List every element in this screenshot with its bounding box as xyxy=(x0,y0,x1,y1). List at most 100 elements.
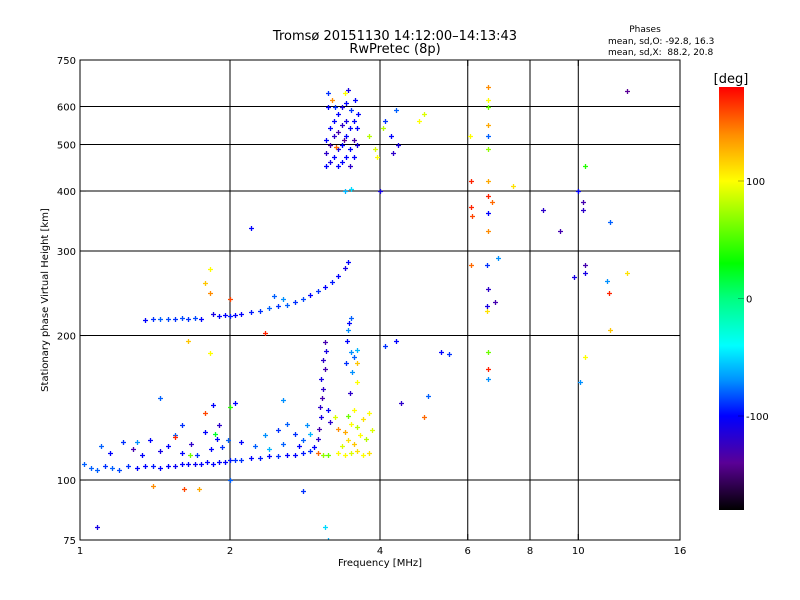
data-point xyxy=(197,487,202,492)
data-point xyxy=(394,339,399,344)
data-point xyxy=(305,423,310,428)
data-point xyxy=(293,453,298,458)
data-point xyxy=(541,208,546,213)
data-point xyxy=(389,134,394,139)
y-tick-label: 750 xyxy=(57,56,76,67)
data-point xyxy=(135,440,140,445)
data-point xyxy=(308,293,313,298)
data-point xyxy=(180,423,185,428)
data-point xyxy=(486,367,491,372)
data-point xyxy=(143,318,148,323)
data-point xyxy=(263,433,268,438)
data-point xyxy=(486,194,491,199)
data-point xyxy=(193,316,198,321)
data-point xyxy=(258,309,263,314)
data-point xyxy=(228,314,233,319)
data-point xyxy=(208,351,213,356)
data-point xyxy=(186,339,191,344)
data-point xyxy=(328,420,333,425)
data-point xyxy=(486,350,491,355)
data-point xyxy=(336,274,341,279)
data-point xyxy=(343,430,348,435)
data-point xyxy=(319,415,324,420)
data-point xyxy=(166,464,171,469)
data-point xyxy=(625,271,630,276)
data-point xyxy=(211,403,216,408)
data-point xyxy=(608,328,613,333)
data-point xyxy=(293,432,298,437)
data-point xyxy=(228,405,233,410)
data-point xyxy=(356,112,361,117)
data-point xyxy=(317,427,322,432)
data-point xyxy=(321,453,326,458)
data-point xyxy=(469,205,474,210)
data-point xyxy=(383,344,388,349)
x-tick-label: 1 xyxy=(77,546,83,557)
data-point xyxy=(158,396,163,401)
data-point xyxy=(358,433,363,438)
data-point xyxy=(323,367,328,372)
data-point xyxy=(319,377,324,382)
data-point xyxy=(344,134,349,139)
x-axis-label: Frequency [MHz] xyxy=(338,558,422,569)
data-point xyxy=(135,466,140,471)
data-point xyxy=(447,352,452,357)
data-point xyxy=(340,143,345,148)
data-point xyxy=(346,88,351,93)
data-point xyxy=(223,313,228,318)
data-point xyxy=(468,134,473,139)
data-point xyxy=(344,155,349,160)
data-point xyxy=(249,310,254,315)
data-point xyxy=(328,160,333,165)
data-point xyxy=(576,189,581,194)
data-point xyxy=(349,451,354,456)
data-point xyxy=(422,112,427,117)
data-point xyxy=(267,447,272,452)
data-point xyxy=(343,91,348,96)
data-point xyxy=(281,442,286,447)
data-point xyxy=(326,408,331,413)
data-point xyxy=(143,464,148,469)
data-point xyxy=(203,430,208,435)
data-point xyxy=(312,445,317,450)
data-point xyxy=(344,101,349,106)
data-point xyxy=(330,280,335,285)
data-point xyxy=(173,435,178,440)
data-point xyxy=(572,275,577,280)
y-axis-label: Stationary phase Virtual Height [km] xyxy=(40,208,51,392)
data-point xyxy=(361,453,366,458)
data-point xyxy=(348,126,353,131)
data-point xyxy=(166,317,171,322)
grid-lines xyxy=(80,60,680,540)
data-point xyxy=(469,179,474,184)
data-point xyxy=(301,489,306,494)
data-point xyxy=(347,321,352,326)
data-point xyxy=(344,361,349,366)
data-point xyxy=(426,394,431,399)
data-point xyxy=(490,200,495,205)
data-point xyxy=(186,317,191,322)
data-point xyxy=(378,189,383,194)
data-point xyxy=(320,396,325,401)
data-point xyxy=(220,445,225,450)
data-point xyxy=(208,291,213,296)
data-point xyxy=(486,287,491,292)
y-tick-label: 300 xyxy=(57,247,76,258)
colorbar-tick-label: -100 xyxy=(746,412,769,423)
data-point xyxy=(373,147,378,152)
data-point xyxy=(346,328,351,333)
data-point xyxy=(158,466,163,471)
data-point xyxy=(485,304,490,309)
data-point xyxy=(189,442,194,447)
data-point xyxy=(355,348,360,353)
data-point xyxy=(485,309,490,314)
data-point xyxy=(607,291,612,296)
data-point xyxy=(217,423,222,428)
data-point xyxy=(276,304,281,309)
data-point xyxy=(364,437,369,442)
data-point xyxy=(352,119,357,124)
data-point xyxy=(239,440,244,445)
data-point xyxy=(140,453,145,458)
data-point xyxy=(121,440,126,445)
data-point xyxy=(301,297,306,302)
